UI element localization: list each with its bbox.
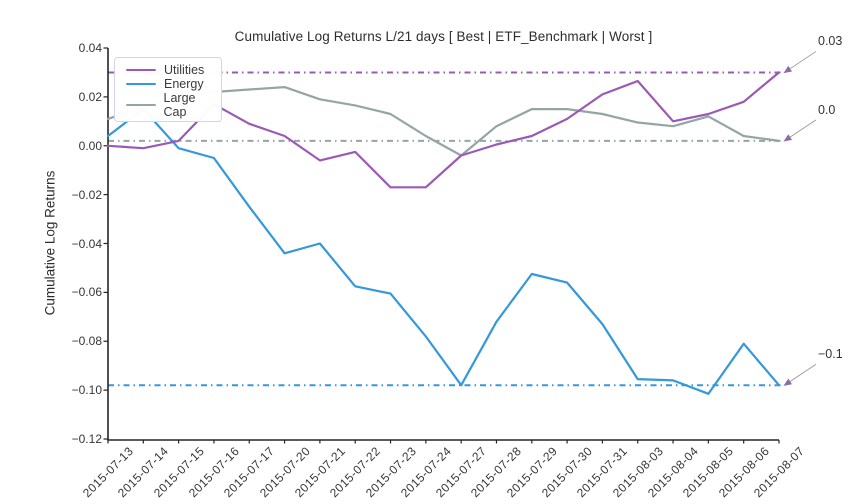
annotation-arrow <box>785 119 817 141</box>
legend-label-energy: Energy <box>164 77 204 91</box>
annotation-arrowhead <box>783 134 792 142</box>
y-tick-label: 0.00 <box>78 138 102 153</box>
annotation-arrow <box>785 363 817 385</box>
annotation-label-benchmark: 0.0 <box>818 102 836 117</box>
legend-row-utilities: Utilities <box>126 63 221 77</box>
annotation-arrowhead <box>783 65 792 74</box>
y-tick-label: 0.04 <box>78 41 102 55</box>
legend-row-large-cap: Large Cap <box>126 91 221 119</box>
y-tick-label: −0.06 <box>71 285 102 300</box>
chart-title: Cumulative Log Returns L/21 days [ Best … <box>234 29 653 44</box>
series-line-energy <box>106 107 781 395</box>
legend-label-large-cap: Large Cap <box>163 91 196 119</box>
annotation-arrowhead <box>783 378 792 386</box>
y-tick-label: −0.10 <box>71 383 102 398</box>
legend-label-utilities: Utilities <box>164 63 205 77</box>
legend-swatch-large-cap <box>126 103 156 107</box>
y-tick-label: −0.02 <box>71 187 102 202</box>
legend-swatch-utilities <box>126 68 156 72</box>
y-tick-label: −0.12 <box>71 432 102 446</box>
annotation-arrow <box>785 51 817 72</box>
legend-swatch-energy <box>126 82 156 86</box>
y-tick-label: 0.02 <box>78 89 102 104</box>
annotation-label-worst: −0.1 <box>818 347 843 362</box>
annotation-label-best: 0.03 <box>818 34 843 49</box>
legend-row-energy: Energy <box>126 77 221 91</box>
legend: Utilities Energy Large Cap <box>114 57 222 122</box>
y-tick-label: −0.08 <box>71 334 102 349</box>
y-tick-label: −0.04 <box>71 236 102 251</box>
